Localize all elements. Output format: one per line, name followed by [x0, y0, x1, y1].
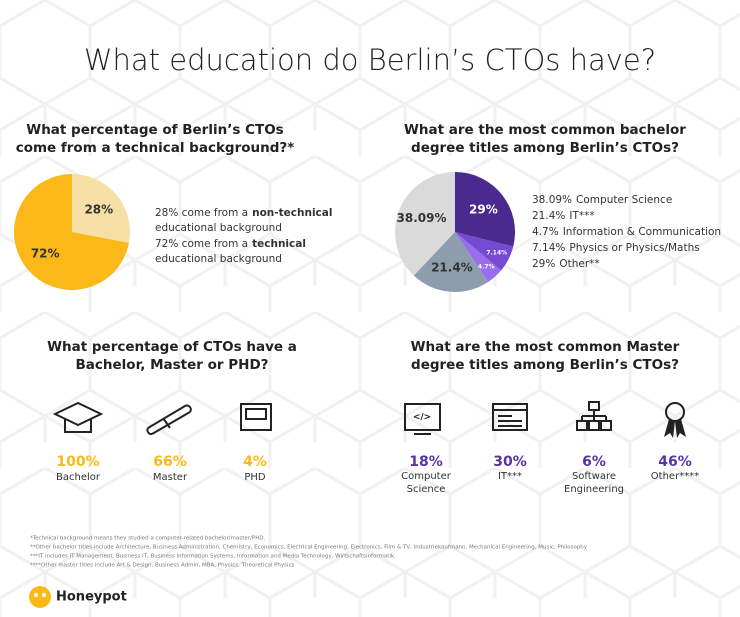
legend-category: Physics or Physics/Maths [569, 242, 699, 254]
legend-entry: 21.4% IT*** [532, 210, 595, 222]
master-label: Science [407, 484, 446, 495]
master-percent: 6% [582, 454, 606, 470]
section-title: degree titles among Berlin’s CTOs? [411, 357, 679, 373]
degree-label: Master [153, 472, 188, 483]
footnote: ***IT includes IT Management, Business I… [30, 554, 396, 560]
legend-entry: 7.14% Physics or Physics/Maths [532, 242, 700, 254]
section-title: degree titles among Berlin’s CTOs? [411, 140, 679, 156]
legend-value: 21.4% [532, 210, 565, 222]
degree-percent: 66% [153, 454, 187, 470]
pie-slice [395, 172, 455, 276]
legend-category: Computer Science [576, 194, 672, 206]
legend-category: IT*** [569, 210, 594, 222]
legend-text: 72% come from a [155, 238, 248, 250]
brand: Honeypot [56, 590, 127, 605]
legend-value: 4.7% [532, 226, 559, 238]
slice-label: 7.14% [486, 250, 507, 257]
legend-category: Information & Communication [563, 226, 721, 238]
legend-entry: 28% come from a non-technical [155, 207, 332, 219]
master-percent: 18% [409, 454, 443, 470]
slice-label: 4.7% [478, 263, 495, 270]
master-label: IT*** [498, 471, 522, 482]
legend-continuation: educational background [155, 222, 282, 234]
degree-percent: 4% [243, 454, 267, 470]
section-title: What are the most common bachelor [404, 122, 686, 138]
pie-slice [455, 232, 502, 283]
slice-label: 29% [469, 202, 498, 216]
legend-entry: 29% Other** [532, 258, 600, 270]
master-label: Computer [401, 471, 452, 482]
degree-label: Bachelor [56, 472, 101, 483]
pie-slice [455, 172, 515, 247]
legend-entry: 72% come from a technical [155, 238, 306, 250]
slice-label: 72% [31, 247, 60, 261]
legend-value: 38.09% [532, 194, 572, 206]
degree-label: PHD [244, 472, 266, 483]
legend-category: Other** [559, 258, 599, 270]
footnote: ****Other master titles include Art & De… [30, 563, 295, 569]
footnote: *Technical background means they studied… [30, 536, 266, 542]
legend-entry: 38.09% Computer Science [532, 194, 672, 206]
section-title: come from a technical background?* [16, 140, 295, 156]
master-label: Engineering [564, 484, 624, 495]
master-percent: 30% [493, 454, 527, 470]
legend-emphasis: technical [252, 238, 306, 250]
master-label: Other**** [651, 471, 699, 482]
footnote: **Other bachelor titles include Architec… [30, 545, 588, 551]
slice-label: 28% [84, 202, 113, 216]
slice-label: 38.09% [397, 211, 447, 225]
pie-slice [72, 174, 130, 243]
legend-entry: 4.7% Information & Communication [532, 226, 721, 238]
master-percent: 46% [658, 454, 692, 470]
section-title: What percentage of Berlin’s CTOs [26, 122, 283, 138]
pie-slice [455, 232, 514, 271]
code-icon-text: </> [413, 413, 431, 423]
icons: </> [29, 401, 686, 608]
master-label: Software [572, 471, 616, 482]
pie-slice [13, 174, 129, 290]
legend-value: 29% [532, 258, 555, 270]
legend-value: 7.14% [532, 242, 565, 254]
legend-continuation: educational background [155, 253, 282, 265]
degree-percent: 100% [56, 454, 99, 470]
section-title: What percentage of CTOs have a [47, 339, 297, 355]
page-title: What education do Berlin’s CTOs have? [84, 43, 656, 77]
section-title: Bachelor, Master or PHD? [76, 357, 269, 373]
section-title: What are the most common Master [411, 339, 680, 355]
slice-label: 21.4% [431, 260, 473, 274]
legend-emphasis: non-technical [252, 207, 332, 219]
legend-text: 28% come from a [155, 207, 248, 219]
pie-slice [413, 232, 489, 292]
